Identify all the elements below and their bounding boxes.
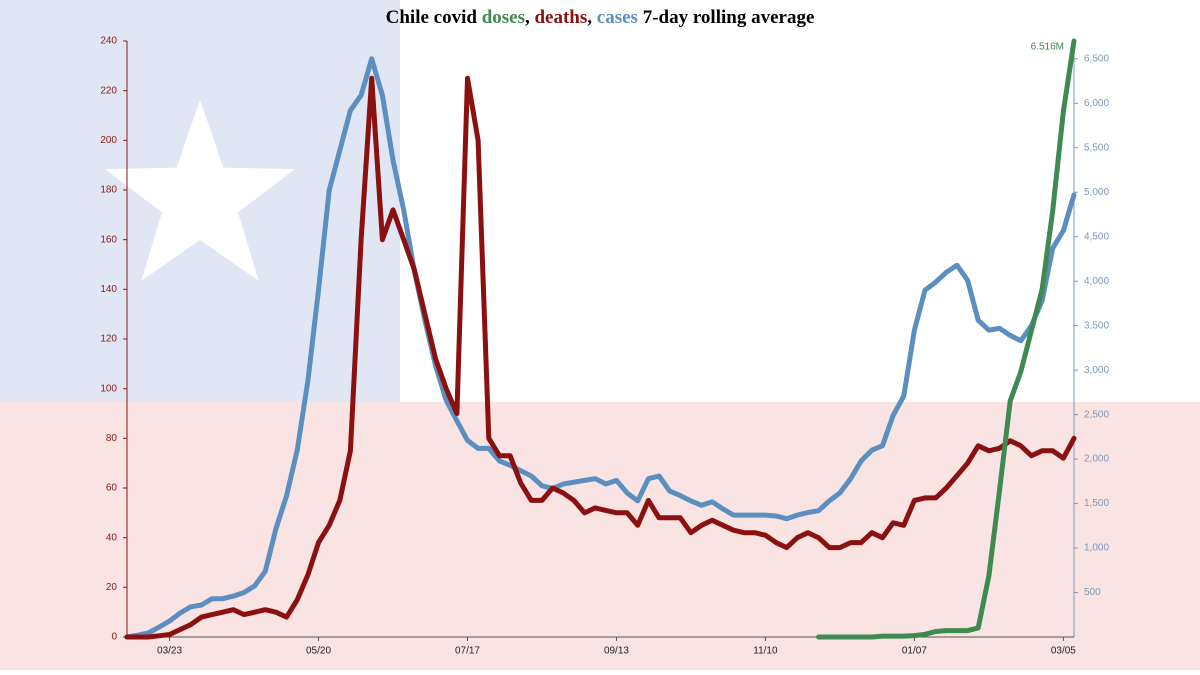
y-tick-label: 160 <box>100 234 117 245</box>
y-tick-label: 100 <box>100 383 117 394</box>
y2-tick-label: 1,000 <box>1084 543 1109 554</box>
series-line <box>816 38 1077 640</box>
y-tick-label: 180 <box>100 185 117 196</box>
y2-tick-label: 2,000 <box>1084 454 1109 465</box>
y2-tick-label: 6,500 <box>1084 53 1109 64</box>
title-part: Chile covid <box>386 7 482 28</box>
x-tick-label: 03/23 <box>157 646 182 657</box>
title-part: , <box>525 7 535 28</box>
y2-tick-label: 5,500 <box>1084 142 1109 153</box>
y2-tick-label: 1,500 <box>1084 498 1109 509</box>
x-tick-label: 03/05 <box>1051 646 1076 657</box>
y-tick-label: 60 <box>106 483 118 494</box>
y2-tick-label: 3,500 <box>1084 320 1109 331</box>
y2-tick-label: 4,500 <box>1084 231 1109 242</box>
x-tick-label: 07/17 <box>455 646 480 657</box>
series-line <box>124 75 1077 640</box>
y2-tick-label: 6,000 <box>1084 98 1109 109</box>
y-tick-label: 40 <box>106 532 118 543</box>
y-tick-label: 200 <box>100 135 117 146</box>
y2-tick-label: 500 <box>1084 587 1101 598</box>
value-label: 6.516M <box>1031 42 1064 53</box>
x-tick-label: 09/13 <box>604 646 629 657</box>
chart-title: Chile covid doses, deaths, cases 7-day r… <box>386 7 815 28</box>
x-tick-label: 11/10 <box>753 646 778 657</box>
y-tick-label: 240 <box>100 36 117 47</box>
title-part: cases <box>597 7 638 28</box>
series-line <box>124 56 1077 640</box>
y-tick-label: 140 <box>100 284 117 295</box>
y2-tick-label: 5,000 <box>1084 187 1109 198</box>
y-tick-label: 120 <box>100 334 117 345</box>
y2-tick-label: 2,500 <box>1084 409 1109 420</box>
x-tick-label: 01/07 <box>902 646 927 657</box>
title-part: deaths <box>534 7 587 28</box>
y2-tick-label: 3,000 <box>1084 365 1109 376</box>
y2-tick-label: 4,000 <box>1084 276 1109 287</box>
title-part: , <box>587 7 597 28</box>
y-tick-label: 80 <box>106 433 118 444</box>
y-tick-label: 220 <box>100 85 117 96</box>
title-part: 7-day rolling average <box>638 7 814 28</box>
y-tick-label: 20 <box>106 582 118 593</box>
y-tick-label: 0 <box>111 632 117 643</box>
title-part: doses <box>482 7 525 28</box>
x-tick-label: 05/20 <box>306 646 331 657</box>
